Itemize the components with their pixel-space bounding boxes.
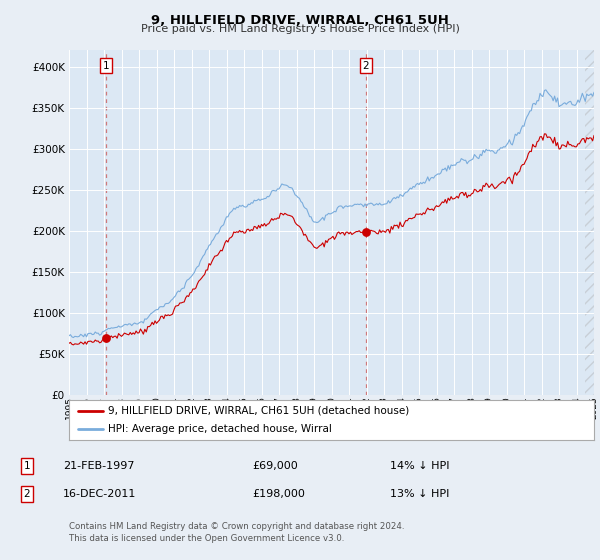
Text: Price paid vs. HM Land Registry's House Price Index (HPI): Price paid vs. HM Land Registry's House … xyxy=(140,24,460,34)
Text: 2: 2 xyxy=(362,60,369,71)
Text: £198,000: £198,000 xyxy=(252,489,305,499)
Text: 1: 1 xyxy=(23,461,31,471)
Point xyxy=(361,228,371,237)
Text: 2: 2 xyxy=(23,489,31,499)
Text: £69,000: £69,000 xyxy=(252,461,298,471)
Text: 21-FEB-1997: 21-FEB-1997 xyxy=(63,461,134,471)
Text: 13% ↓ HPI: 13% ↓ HPI xyxy=(390,489,449,499)
Text: Contains HM Land Registry data © Crown copyright and database right 2024.
This d: Contains HM Land Registry data © Crown c… xyxy=(69,522,404,543)
Text: 9, HILLFIELD DRIVE, WIRRAL, CH61 5UH (detached house): 9, HILLFIELD DRIVE, WIRRAL, CH61 5UH (de… xyxy=(109,406,410,416)
Text: HPI: Average price, detached house, Wirral: HPI: Average price, detached house, Wirr… xyxy=(109,423,332,433)
Point xyxy=(101,334,111,343)
Text: 14% ↓ HPI: 14% ↓ HPI xyxy=(390,461,449,471)
Text: 9, HILLFIELD DRIVE, WIRRAL, CH61 5UH: 9, HILLFIELD DRIVE, WIRRAL, CH61 5UH xyxy=(151,14,449,27)
Text: 1: 1 xyxy=(103,60,109,71)
Text: 16-DEC-2011: 16-DEC-2011 xyxy=(63,489,136,499)
